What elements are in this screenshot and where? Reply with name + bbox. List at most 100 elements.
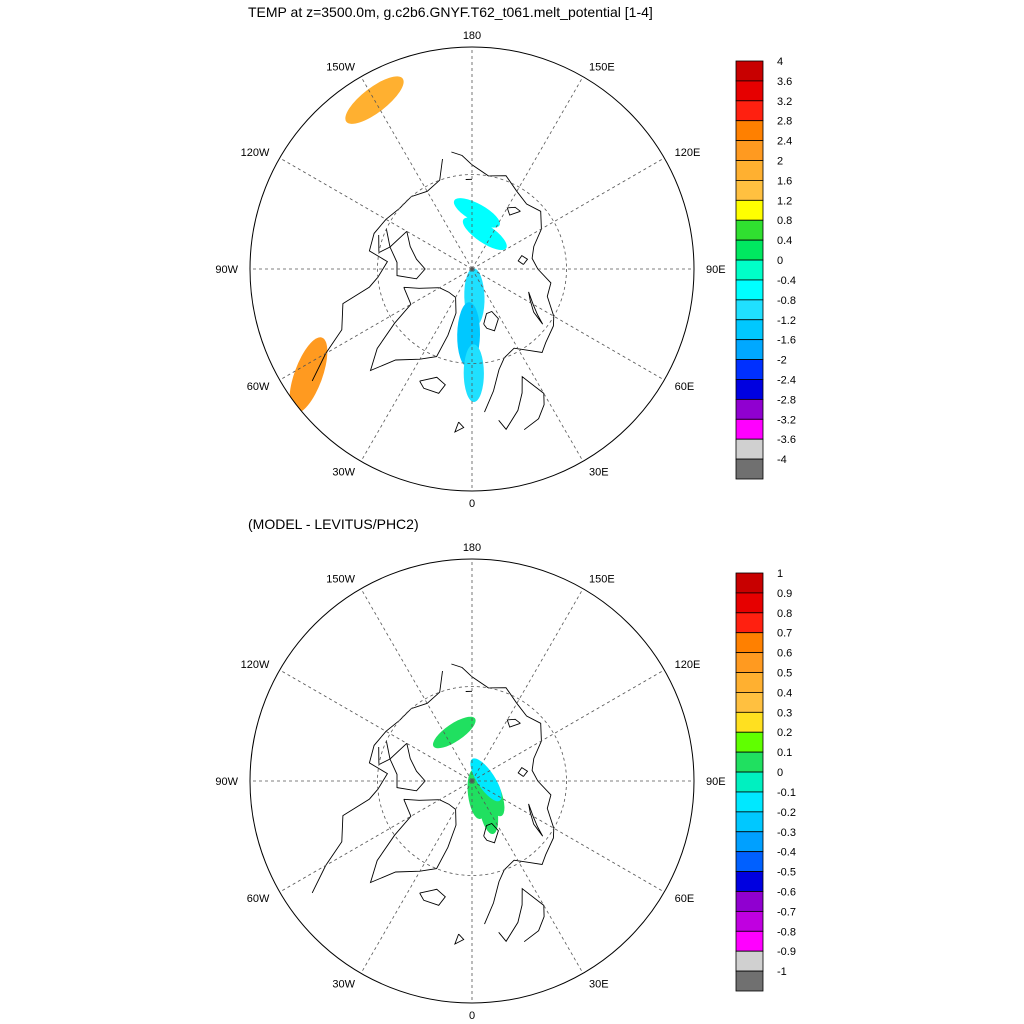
coastline [389, 230, 426, 280]
longitude-label: 30E [589, 979, 609, 991]
latitude-70-circle [377, 174, 567, 364]
longitude-label: 120E [675, 147, 701, 159]
colorbar-swatch [735, 871, 764, 892]
colorbar-tick-label: -2 [777, 355, 787, 367]
colorbar-tick-label: -1.6 [777, 335, 796, 347]
top-panel-title: TEMP at z=3500.0m, g.c2b6.GNYF.T62_t061.… [248, 4, 653, 20]
colorbar-tick-label: -4 [777, 454, 787, 466]
coastline [483, 310, 499, 332]
coastline [369, 286, 457, 372]
longitude-label: 180 [463, 542, 481, 554]
meridian-line [471, 157, 665, 270]
colorbar-tick-label: 2.4 [777, 136, 792, 148]
colorbar-swatch [735, 458, 764, 480]
colorbar-swatch [735, 970, 764, 992]
coastline [419, 888, 446, 906]
meridian-line [360, 588, 473, 782]
meridian-line [279, 157, 473, 270]
colorbar: 1 0.9 0.8 0.7 0.6 0.5 0.4 0.3 0.2 0.1 0 -0.1 -0.2 -0.… [735, 568, 796, 992]
map-border [249, 558, 695, 1004]
colorbar-tick-label: 0 [777, 767, 783, 779]
colorbar-tick-label: 0.6 [777, 648, 792, 660]
longitude-label: 120E [675, 659, 701, 671]
region-canada-basin-cold-band [453, 198, 500, 228]
colorbar-tick-label: -3.6 [777, 434, 796, 446]
colorbar-tick-label: -0.2 [777, 807, 796, 819]
coastline [483, 822, 499, 844]
longitude-label: 150W [326, 573, 355, 585]
coastline [498, 887, 545, 943]
colorbar-swatch [735, 711, 764, 733]
colorbar-tick-label: -1 [777, 966, 787, 978]
colorbar-tick-label: 0.5 [777, 668, 792, 680]
coastline [378, 229, 391, 254]
region-norwegian-sea-cold-patch [463, 344, 484, 402]
region-north-pole-negative-spot [470, 758, 502, 802]
colorbar-tick-label: -0.7 [777, 906, 796, 918]
longitude-label: 60W [247, 381, 270, 393]
shaded-regions [289, 76, 507, 414]
coastline [528, 291, 544, 325]
colorbar-tick-label: 1.2 [777, 195, 792, 207]
colorbar-tick-label: -0.4 [777, 847, 796, 859]
coastline [369, 798, 457, 884]
colorbar-swatch [735, 632, 764, 654]
colorbar-tick-label: 2 [777, 156, 783, 168]
meridian-line [471, 780, 665, 893]
colorbar-tick-label: -2.4 [777, 375, 796, 387]
longitude-label: 180 [463, 30, 481, 42]
colorbar-tick-label: 0.3 [777, 707, 792, 719]
coastlines [311, 151, 555, 433]
colorbar-tick-label: -0.8 [777, 926, 796, 938]
colorbar-swatch [735, 930, 764, 952]
region-amerasian-cold-streak [462, 217, 507, 251]
colorbar-tick-label: 0.2 [777, 727, 792, 739]
meridian-line [471, 780, 584, 974]
map-border [249, 46, 695, 492]
colorbar-swatch [735, 950, 764, 972]
graticule [250, 559, 694, 1003]
colorbar-swatch [735, 731, 764, 753]
meridian-line [471, 268, 665, 381]
colorbar-tick-label: -0.3 [777, 827, 796, 839]
longitude-label: 30W [332, 979, 355, 991]
longitude-label: 150W [326, 61, 355, 73]
colorbar-swatch [735, 572, 764, 594]
region-canada-basin-positive-patch [432, 716, 476, 749]
colorbar-swatch [735, 791, 764, 813]
latitude-70-circle [377, 686, 567, 876]
colorbar-swatch [735, 831, 764, 853]
longitude-label: 0 [469, 498, 475, 510]
colorbar-tick-label: 0.9 [777, 588, 792, 600]
coastline [498, 375, 545, 431]
colorbar-tick-label: 1.6 [777, 175, 792, 187]
meridian-line [360, 76, 473, 270]
colorbar-tick-label: -2.8 [777, 394, 796, 406]
region-north-pacific-warm-patch [345, 76, 404, 124]
region-labrador-warm-patch [289, 337, 328, 414]
longitude-label: 60W [247, 893, 270, 905]
coastline [311, 670, 443, 894]
colorbar-tick-label: 2.8 [777, 116, 792, 128]
colorbar-tick-label: 0.4 [777, 235, 792, 247]
longitude-label: 0 [469, 1010, 475, 1022]
colorbar-tick-label: 3.6 [777, 76, 792, 88]
colorbar-swatch [735, 851, 764, 872]
colorbar-tick-label: -0.9 [777, 946, 796, 958]
coastline [389, 742, 426, 792]
coastline [419, 376, 446, 394]
coastline [528, 803, 544, 837]
coastline [517, 254, 529, 265]
coastline [454, 933, 465, 945]
coastline [454, 421, 465, 433]
bottom-panel-title: (MODEL - LEVITUS/PHC2) [248, 516, 419, 532]
colorbar-tick-label: -1.2 [777, 315, 796, 327]
colorbar-tick-label: 0.7 [777, 628, 792, 640]
colorbar-tick-label: 0.4 [777, 687, 792, 699]
longitude-label: 120W [241, 147, 270, 159]
longitude-label: 60E [675, 893, 695, 905]
meridian-line [471, 76, 584, 270]
longitude-label: 60E [675, 381, 695, 393]
colorbar-tick-label: 0 [777, 255, 783, 267]
